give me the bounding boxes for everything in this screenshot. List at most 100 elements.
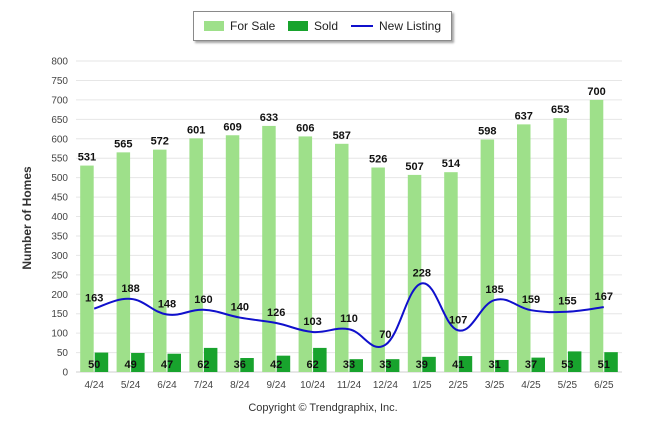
y-tick-label: 250 — [51, 270, 68, 281]
sold-value-label: 36 — [234, 359, 246, 371]
sold-bar — [131, 352, 145, 372]
new-listing-value-label: 140 — [231, 302, 249, 314]
new-listing-value-label: 126 — [267, 307, 285, 319]
for-sale-bars — [80, 99, 604, 373]
new-listing-value-label: 159 — [522, 294, 540, 306]
x-tick-label: 5/24 — [121, 380, 141, 391]
new-listing-value-label: 188 — [121, 283, 139, 295]
y-tick-label: 500 — [51, 173, 68, 184]
new-listing-value-label: 70 — [379, 329, 391, 341]
grid-lines — [76, 60, 622, 373]
for-sale-value-label: 633 — [260, 112, 278, 124]
for-sale-bar — [553, 118, 567, 373]
new-listing-swatch — [351, 25, 373, 27]
y-tick-label: 550 — [51, 154, 68, 165]
sold-bar — [531, 357, 545, 372]
sold-swatch — [288, 21, 308, 31]
legend-item-new-listing[interactable]: New Listing — [351, 18, 441, 34]
legend-item-sold[interactable]: Sold — [288, 18, 338, 34]
for-sale-value-label: 653 — [551, 104, 569, 116]
x-tick-label: 3/25 — [485, 380, 505, 391]
legend-label-sold: Sold — [314, 19, 339, 33]
for-sale-bar — [335, 143, 349, 372]
new-listing-value-label: 148 — [158, 298, 176, 310]
sold-bar — [604, 352, 618, 372]
new-listing-value-label: 163 — [85, 293, 103, 305]
for-sale-value-label: 572 — [151, 136, 169, 148]
for-sale-bar — [589, 99, 604, 372]
data-labels: 531 50 565 49 572 47 601 62 609 36 633 42 606 62 587 33… — [78, 86, 613, 371]
legend-item-for-sale[interactable]: For Sale — [204, 18, 275, 34]
new-listing-value-label: 185 — [485, 284, 503, 296]
sold-bars — [94, 347, 618, 372]
y-tick-label: 350 — [51, 231, 68, 242]
new-listing-value-label: 155 — [558, 296, 576, 308]
for-sale-value-label: 601 — [187, 124, 205, 136]
y-tick-label: 750 — [51, 76, 68, 87]
sold-bar — [94, 352, 109, 372]
sold-bar — [313, 347, 327, 372]
y-tick-label: 400 — [51, 212, 68, 223]
new-listing-value-label: 103 — [303, 316, 321, 328]
y-tick-label: 50 — [57, 348, 69, 359]
for-sale-value-label: 637 — [515, 110, 533, 122]
legend-label-for-sale: For Sale — [230, 19, 276, 33]
for-sale-bar — [262, 125, 276, 372]
y-tick-label: 200 — [51, 290, 68, 301]
new-listing-value-label: 160 — [194, 294, 212, 306]
new-listing-line — [93, 282, 604, 348]
x-tick-label: 5/25 — [558, 380, 578, 391]
x-tick-label: 8/24 — [230, 380, 250, 391]
for-sale-value-label: 609 — [223, 121, 241, 133]
y-axis-title: Number of Homes — [20, 166, 34, 270]
legend-label-new-listing: New Listing — [379, 19, 442, 33]
new-listing-value-label: 107 — [449, 314, 467, 326]
sold-bar — [167, 353, 181, 372]
y-tick-label: 650 — [51, 115, 68, 126]
y-tick-label: 600 — [51, 134, 68, 145]
for-sale-bar — [444, 172, 458, 372]
sold-value-label: 49 — [124, 359, 136, 371]
for-sale-value-label: 526 — [369, 154, 387, 166]
x-tick-label: 2/25 — [448, 380, 468, 391]
sold-bar — [567, 351, 582, 372]
x-tick-label: 12/24 — [373, 380, 398, 391]
for-sale-bar — [298, 136, 313, 372]
for-sale-bar — [225, 135, 240, 372]
x-tick-label: 7/24 — [194, 380, 214, 391]
y-tick-label: 0 — [62, 368, 68, 379]
x-tick-label: 10/24 — [300, 380, 325, 391]
for-sale-value-label: 598 — [478, 126, 496, 138]
for-sale-bar — [189, 138, 203, 372]
y-tick-label: 450 — [51, 193, 68, 204]
x-tick-label: 4/25 — [521, 380, 541, 391]
for-sale-value-label: 507 — [405, 161, 423, 173]
x-tick-label: 4/24 — [84, 380, 104, 391]
sold-value-label: 33 — [343, 359, 355, 371]
new-listing-value-label: 110 — [340, 313, 358, 325]
y-tick-label: 800 — [51, 57, 68, 68]
new-listing-value-label: 228 — [413, 267, 431, 279]
sold-value-label: 42 — [270, 359, 282, 371]
legend: For Sale Sold New Listing — [193, 11, 452, 41]
for-sale-value-label: 531 — [78, 152, 96, 164]
for-sale-bar — [517, 124, 531, 373]
for-sale-bar — [371, 167, 385, 372]
new-listing-series-line — [93, 282, 604, 348]
for-sale-bar — [80, 165, 94, 372]
sold-value-label: 50 — [88, 359, 100, 371]
copyright-text: Copyright © Trendgraphix, Inc. — [248, 402, 398, 414]
for-sale-value-label: 587 — [333, 130, 351, 142]
for-sale-swatch — [204, 21, 224, 31]
sold-value-label: 47 — [161, 359, 173, 371]
x-tick-label: 9/24 — [266, 380, 286, 391]
x-tick-label: 1/25 — [412, 380, 432, 391]
for-sale-value-label: 565 — [114, 138, 132, 150]
sold-value-label: 39 — [416, 359, 428, 371]
sold-value-label: 53 — [561, 359, 573, 371]
for-sale-value-label: 514 — [442, 158, 461, 170]
y-tick-label: 300 — [51, 251, 68, 262]
y-tick-label: 700 — [51, 95, 68, 106]
sold-value-label: 31 — [488, 359, 500, 371]
